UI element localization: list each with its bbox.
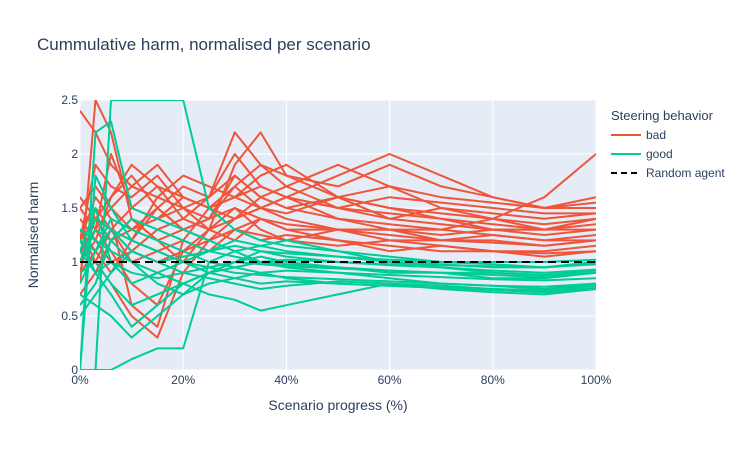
y-tick-label: 2.5 [61,93,78,107]
legend-entries: bad good Random agent [611,128,725,180]
y-tick-label: 1.5 [61,201,78,215]
series-layer [80,100,596,370]
x-tick-label: 60% [378,373,402,387]
tick-labels: 0% 20% 40% 60% 80% 100% 0 0.5 1 1.5 2 2.5 [61,93,611,387]
series-line-bad [80,163,596,241]
legend[interactable]: Steering behavior bad good Random agent [611,108,725,180]
series-line-bad [80,163,596,263]
chart-title: Cummulative harm, normalised per scenari… [37,35,371,54]
series-line-good [80,217,596,306]
y-tick-label: 0.5 [61,309,78,323]
legend-item-bad[interactable]: bad [611,128,666,142]
series-line-good [80,269,596,339]
x-axis-title: Scenario progress (%) [268,397,407,413]
series-line-bad [80,131,596,252]
legend-item-good[interactable]: good [611,147,673,161]
legend-title: Steering behavior [611,108,714,123]
series-line-good [80,174,596,370]
y-tick-label: 0 [71,363,78,377]
y-tick-label: 1 [71,255,78,269]
series-line-good [80,228,596,312]
x-tick-label: 100% [581,373,612,387]
y-axis-title: Normalised harm [25,182,41,289]
series-line-good [80,258,596,307]
series-line-bad [80,163,596,263]
series-line-good [80,228,596,296]
legend-label: good [646,147,673,161]
plot-area [80,100,596,370]
y-tick-label: 2 [71,147,78,161]
legend-item-random-agent[interactable]: Random agent [611,166,725,180]
series-line-good [80,217,596,288]
x-tick-label: 40% [274,373,298,387]
legend-label: bad [646,128,666,142]
legend-label: Random agent [646,166,725,180]
series-line-good [80,250,596,280]
series-line-good [80,100,596,370]
x-tick-label: 20% [171,373,195,387]
series-line-good [80,228,596,263]
x-tick-label: 80% [481,373,505,387]
x-tick-label: 0% [71,373,89,387]
